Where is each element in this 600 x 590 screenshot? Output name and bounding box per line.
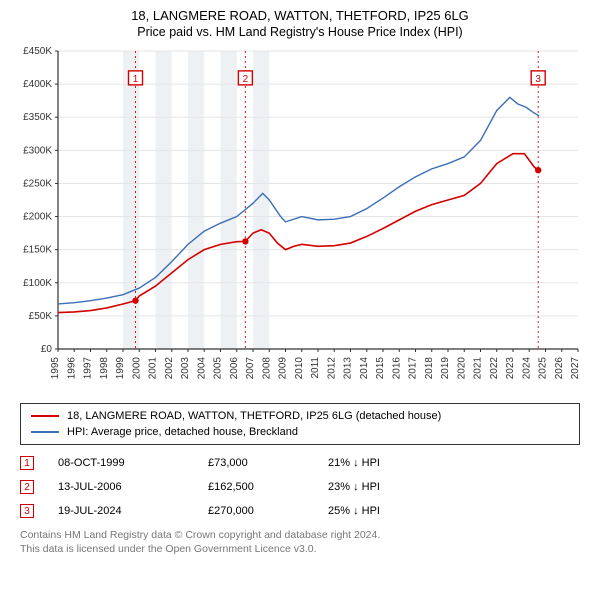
event-marker-number: 1 bbox=[133, 74, 139, 85]
y-tick-label: £150K bbox=[23, 245, 52, 256]
event-row-date: 19-JUL-2024 bbox=[58, 505, 208, 517]
chart: £0 £50K £100K £150K £200K £250K £300K £350K £400… bbox=[12, 45, 588, 395]
legend-row: 18, LANGMERE ROAD, WATTON, THETFORD, IP2… bbox=[31, 408, 569, 424]
x-tick-label: 1995 bbox=[50, 357, 61, 380]
x-tick-label: 2009 bbox=[278, 357, 289, 380]
y-tick-label: £400K bbox=[23, 79, 52, 90]
event-row: 1 08-OCT-1999£73,00021% ↓ HPI bbox=[20, 451, 580, 475]
event-row: 2 13-JUL-2006£162,50023% ↓ HPI bbox=[20, 475, 580, 499]
x-tick-label: 2024 bbox=[521, 357, 532, 380]
x-tick-label: 2010 bbox=[294, 357, 305, 380]
x-tick-label: 2002 bbox=[164, 357, 175, 380]
legend-swatch bbox=[31, 431, 59, 433]
event-row: 3 19-JUL-2024£270,00025% ↓ HPI bbox=[20, 499, 580, 523]
x-tick-label: 2004 bbox=[196, 357, 207, 380]
x-tick-label: 1996 bbox=[66, 357, 77, 380]
x-tick-label: 2011 bbox=[310, 357, 321, 379]
x-tick-label: 2022 bbox=[489, 357, 500, 380]
legend-row: HPI: Average price, detached house, Brec… bbox=[31, 424, 569, 440]
event-row-marker: 3 bbox=[20, 504, 34, 518]
y-tick-label: £350K bbox=[23, 112, 52, 123]
event-row-marker: 1 bbox=[20, 456, 34, 470]
legend-label: 18, LANGMERE ROAD, WATTON, THETFORD, IP2… bbox=[67, 410, 441, 422]
x-tick-label: 2015 bbox=[375, 357, 386, 380]
x-tick-label: 2019 bbox=[440, 357, 451, 380]
x-tick-label: 2026 bbox=[554, 357, 565, 380]
event-row-price: £73,000 bbox=[208, 457, 328, 469]
y-tick-label: £300K bbox=[23, 145, 52, 156]
event-row-delta: 21% ↓ HPI bbox=[328, 457, 438, 469]
event-row-price: £162,500 bbox=[208, 481, 328, 493]
chart-svg: £0 £50K £100K £150K £200K £250K £300K £350K £400… bbox=[12, 45, 588, 395]
y-tick-label: £100K bbox=[23, 278, 52, 289]
x-tick-label: 2013 bbox=[343, 357, 354, 380]
y-tick-label: £50K bbox=[29, 311, 53, 322]
x-tick-label: 2007 bbox=[245, 357, 256, 380]
x-tick-label: 2017 bbox=[408, 357, 419, 380]
sale-point bbox=[132, 297, 138, 303]
y-tick-label: £450K bbox=[23, 46, 52, 57]
title-block: 18, LANGMERE ROAD, WATTON, THETFORD, IP2… bbox=[12, 8, 588, 39]
x-tick-label: 2020 bbox=[456, 357, 467, 380]
x-tick-label: 2027 bbox=[570, 357, 581, 380]
x-tick-label: 1997 bbox=[83, 357, 94, 380]
figure-container: 18, LANGMERE ROAD, WATTON, THETFORD, IP2… bbox=[0, 0, 600, 564]
event-row-price: £270,000 bbox=[208, 505, 328, 517]
title-address: 18, LANGMERE ROAD, WATTON, THETFORD, IP2… bbox=[12, 8, 588, 23]
x-tick-label: 1998 bbox=[99, 357, 110, 380]
x-tick-label: 2008 bbox=[261, 357, 272, 380]
x-tick-label: 2021 bbox=[473, 357, 484, 380]
x-tick-label: 2014 bbox=[359, 357, 370, 380]
event-row-delta: 25% ↓ HPI bbox=[328, 505, 438, 517]
footnote-line2: This data is licensed under the Open Gov… bbox=[20, 543, 580, 557]
x-tick-label: 2025 bbox=[538, 357, 549, 380]
event-row-date: 08-OCT-1999 bbox=[58, 457, 208, 469]
sale-point bbox=[535, 167, 541, 173]
event-row-date: 13-JUL-2006 bbox=[58, 481, 208, 493]
event-row-marker: 2 bbox=[20, 480, 34, 494]
x-tick-label: 2023 bbox=[505, 357, 516, 380]
x-tick-label: 2005 bbox=[213, 357, 224, 380]
x-tick-label: 2001 bbox=[148, 357, 159, 380]
y-tick-label: £250K bbox=[23, 178, 52, 189]
events-table: 1 08-OCT-1999£73,00021% ↓ HPI 2 13-JUL-2006… bbox=[20, 451, 580, 523]
legend: 18, LANGMERE ROAD, WATTON, THETFORD, IP2… bbox=[20, 403, 580, 445]
y-tick-label: £0 bbox=[41, 344, 53, 355]
title-subtitle: Price paid vs. HM Land Registry's House … bbox=[12, 25, 588, 39]
x-tick-label: 2012 bbox=[326, 357, 337, 380]
legend-swatch bbox=[31, 415, 59, 417]
legend-label: HPI: Average price, detached house, Brec… bbox=[67, 426, 298, 438]
event-marker-number: 2 bbox=[243, 74, 249, 85]
x-tick-label: 2018 bbox=[424, 357, 435, 380]
x-tick-label: 2016 bbox=[391, 357, 402, 380]
x-tick-label: 2006 bbox=[229, 357, 240, 380]
footnote: Contains HM Land Registry data © Crown c… bbox=[20, 529, 580, 556]
x-tick-label: 2000 bbox=[131, 357, 142, 380]
y-tick-label: £200K bbox=[23, 212, 52, 223]
event-marker-number: 3 bbox=[535, 74, 541, 85]
x-tick-label: 2003 bbox=[180, 357, 191, 380]
sale-point bbox=[242, 238, 248, 244]
event-row-delta: 23% ↓ HPI bbox=[328, 481, 438, 493]
x-tick-label: 1999 bbox=[115, 357, 126, 380]
footnote-line1: Contains HM Land Registry data © Crown c… bbox=[20, 529, 580, 543]
